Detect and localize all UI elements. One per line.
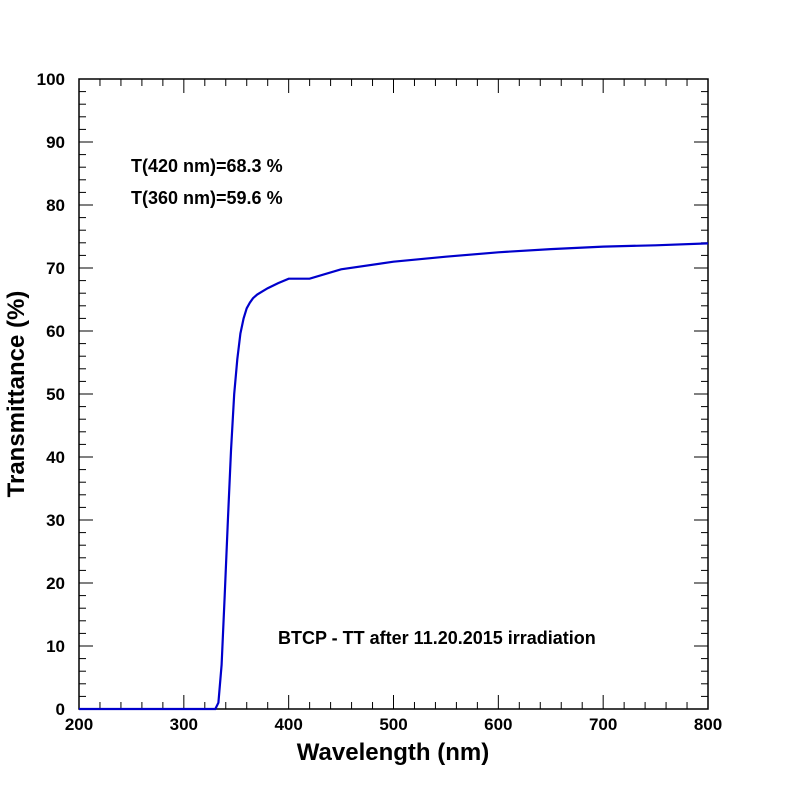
y-tick-label: 10 <box>46 637 65 656</box>
x-tick-label: 500 <box>379 715 407 734</box>
annotation-t360: T(360 nm)=59.6 % <box>131 188 283 208</box>
annotation-sample: BTCP - TT after 11.20.2015 irradiation <box>278 628 596 648</box>
y-tick-label: 100 <box>37 70 65 89</box>
tick-marks <box>78 78 709 710</box>
x-tick-label: 800 <box>694 715 722 734</box>
tick-labels: 200 300 400 500 600 700 800 0 10 20 30 40 50 60 70 80 90… <box>37 70 723 734</box>
y-axis-label: Transmittance (%) <box>3 291 30 498</box>
annotation-t420: T(420 nm)=68.3 % <box>131 156 283 176</box>
y-tick-label: 70 <box>46 259 65 278</box>
y-tick-label: 40 <box>46 448 65 467</box>
x-tick-label: 600 <box>484 715 512 734</box>
y-tick-label: 30 <box>46 511 65 530</box>
x-tick-label: 300 <box>170 715 198 734</box>
y-tick-label: 80 <box>46 196 65 215</box>
x-tick-label: 400 <box>274 715 302 734</box>
y-tick-label: 50 <box>46 385 65 404</box>
y-tick-label: 0 <box>56 700 65 719</box>
y-tick-label: 60 <box>46 322 65 341</box>
series-line <box>79 242 709 711</box>
y-tick-label: 20 <box>46 574 65 593</box>
x-tick-label: 200 <box>65 715 93 734</box>
y-tick-label: 90 <box>46 133 65 152</box>
x-axis-label: Wavelength (nm) <box>297 739 489 766</box>
x-tick-label: 700 <box>589 715 617 734</box>
